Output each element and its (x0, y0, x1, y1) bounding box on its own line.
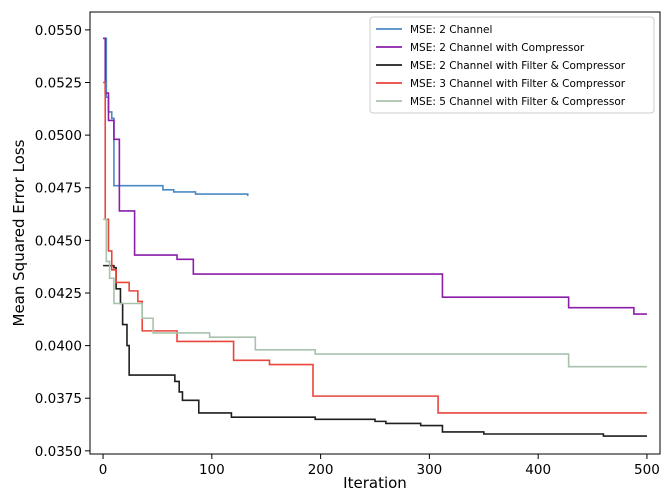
legend-label-2: MSE: 2 Channel with Compressor (410, 42, 585, 54)
y-tick-label: 0.0425 (35, 286, 82, 302)
y-axis-label: Mean Squared Error Loss (10, 139, 28, 326)
series-line-3 (103, 264, 647, 437)
y-tick-label: 0.0475 (35, 181, 82, 197)
legend-box (369, 16, 655, 114)
plot-frame (89, 11, 661, 455)
legend: MSE: 2 Channel MSE: 2 Channel with Compre… (369, 16, 655, 114)
y-tick-label: 0.0500 (35, 128, 82, 144)
y-tick-label: 0.0375 (35, 391, 82, 407)
x-tick-label: 400 (525, 462, 551, 478)
x-axis-label: Iteration (343, 474, 407, 492)
series-line-4 (103, 81, 647, 414)
series-line-2 (103, 37, 647, 315)
y-tick-label: 0.0450 (35, 233, 82, 249)
y-tick-label: 0.0525 (35, 76, 82, 92)
y-axis: 0.0350 0.0375 0.0400 0.0425 0.0450 0.0475 0.05… (35, 23, 90, 460)
series-layer (103, 37, 647, 437)
x-tick-label: 200 (308, 462, 334, 478)
series-line-5 (103, 218, 647, 368)
x-tick-label: 100 (199, 462, 225, 478)
legend-label-1: MSE: 2 Channel (410, 24, 492, 36)
y-tick-label: 0.0400 (35, 339, 82, 355)
x-tick-label: 0 (99, 462, 108, 478)
x-tick-label: 300 (416, 462, 442, 478)
x-tick-label: 500 (634, 462, 660, 478)
y-tick-label: 0.0350 (35, 444, 82, 460)
legend-label-3: MSE: 2 Channel with Filter & Compressor (410, 60, 626, 72)
legend-label-5: MSE: 5 Channel with Filter & Compressor (410, 96, 626, 108)
x-axis: 0 100 200 300 400 500 (99, 454, 660, 478)
legend-label-4: MSE: 3 Channel with Filter & Compressor (410, 78, 626, 90)
y-tick-label: 0.0550 (35, 23, 82, 39)
